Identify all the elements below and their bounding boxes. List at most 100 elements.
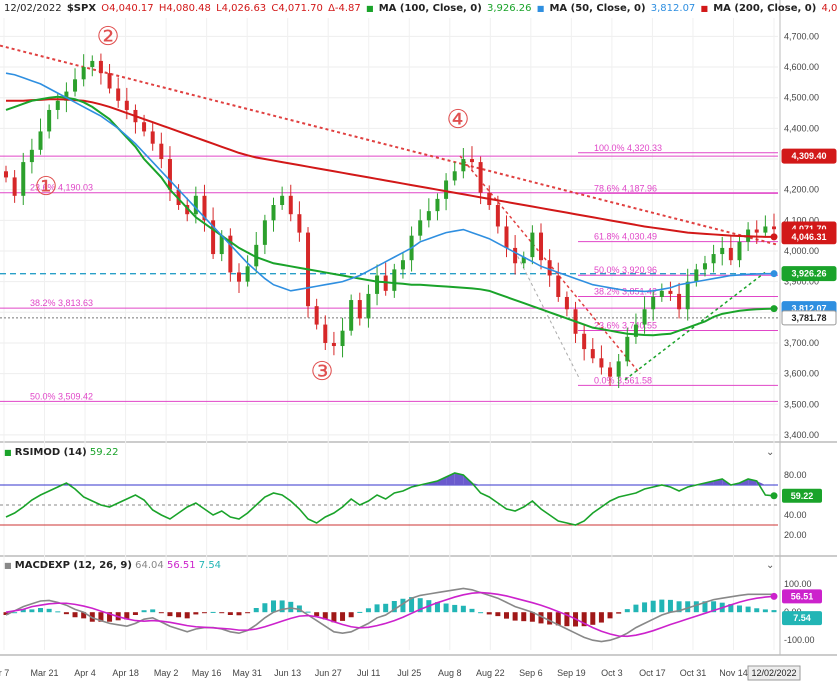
macd-histogram-bar <box>503 612 509 619</box>
header-date: 12/02/2022 <box>4 3 62 14</box>
candle-body <box>469 159 474 163</box>
fib-label: 23.6% 3,740.55 <box>594 321 657 331</box>
candle-body <box>314 306 319 325</box>
macd-label[interactable]: MACDEXP (12, 26, 9) <box>14 560 132 571</box>
x-tick-label: Sep 6 <box>519 668 543 678</box>
macd-histogram-bar <box>383 603 389 613</box>
macd-histogram-bar <box>236 612 242 616</box>
candle-body <box>539 232 544 261</box>
macd-histogram-bar <box>210 611 216 613</box>
header-high: H4,080.48 <box>158 3 211 14</box>
macd-histogram-bar <box>38 608 44 613</box>
candle-body <box>763 226 768 233</box>
macd-histogram-bar <box>288 601 294 613</box>
last-date-box <box>747 665 801 681</box>
x-tick-label: Oct 3 <box>601 668 623 678</box>
macd-endpoint <box>770 592 778 600</box>
candle-body <box>81 67 86 80</box>
macd-tick-label: -100.00 <box>784 635 815 645</box>
macd-histogram-bar <box>253 608 259 613</box>
header-open: O4,040.17 <box>101 3 154 14</box>
fib-label: 50.0% 3,920.96 <box>594 265 657 275</box>
macd-hist-badge <box>782 611 822 626</box>
candle-body <box>677 293 682 310</box>
rsi-endpoint <box>770 492 778 500</box>
right-price-badge <box>781 310 837 326</box>
macd-histogram-bar <box>762 609 768 613</box>
macd-histogram-bar <box>193 612 199 615</box>
candle-body <box>150 131 155 144</box>
rsi-header: ■ RSIMOD (14) 59.22 <box>4 447 119 458</box>
candle-body <box>55 100 60 110</box>
macd-histogram-bar <box>486 612 492 615</box>
fib-label: 61.8% 4,030.49 <box>594 232 657 242</box>
macd-histogram-bar <box>685 601 691 613</box>
macd-histogram-bar <box>167 612 173 617</box>
x-tick-label: Aug 22 <box>476 668 505 678</box>
candle-body <box>599 358 604 368</box>
candle-body <box>297 214 302 233</box>
candle-body <box>625 336 630 362</box>
macd-histogram-bar <box>495 612 501 617</box>
candle-body <box>64 91 69 101</box>
candle-body <box>435 198 440 212</box>
macd-histogram-bar <box>771 610 777 613</box>
rsi-tick-label: 80.00 <box>784 470 807 480</box>
candle-body <box>211 220 216 255</box>
right-price-label: 4,309.40 <box>791 151 826 161</box>
macd-histogram-bar <box>29 609 35 613</box>
candle-body <box>685 281 690 310</box>
candle-body <box>202 195 207 221</box>
candle-body <box>167 159 172 190</box>
x-tick-label: Aug 8 <box>438 668 462 678</box>
price-tick-label: 3,900.00 <box>784 277 819 287</box>
candle-body <box>124 100 129 110</box>
rsi-collapse-icon[interactable]: ⌄ <box>766 447 775 458</box>
ma100-label[interactable]: MA (100, Close, 0) <box>378 3 482 14</box>
price-tick-label: 3,400.00 <box>784 430 819 440</box>
macd-collapse-icon[interactable]: ⌄ <box>766 560 775 571</box>
macd-histogram-bar <box>391 601 397 613</box>
rsi-value-label: 59.22 <box>791 491 814 501</box>
right-price-label: 4,071.70 <box>791 224 826 234</box>
rsi-label[interactable]: RSIMOD (14) <box>14 447 87 458</box>
candle-body <box>633 324 638 337</box>
candle-body <box>702 263 707 270</box>
x-tick-label: Jun 13 <box>274 668 301 678</box>
fib-label-left: 50.0% 3,509.42 <box>30 391 93 401</box>
candle-body <box>582 333 587 350</box>
macd-signal-line <box>5 591 775 638</box>
last-date-label: 12/02/2022 <box>751 668 796 678</box>
candle-body <box>754 229 759 233</box>
candle-body <box>245 266 250 282</box>
macd-histogram-bar <box>374 604 380 613</box>
macd-histogram-bar <box>219 612 225 614</box>
macd-histogram-bar <box>745 606 751 613</box>
fib-label: 0.0% 3,561.58 <box>594 375 652 385</box>
candle-body <box>107 73 112 89</box>
header-low: L4,026.63 <box>216 3 267 14</box>
macd-histogram-bar <box>201 612 207 614</box>
macd-histogram-bar <box>314 612 320 617</box>
macd-histogram-bar <box>702 601 708 613</box>
collapse-icon[interactable]: ⌄ <box>766 4 775 15</box>
header-symbol[interactable]: $SPX <box>66 3 97 14</box>
rsi-overbought-fill <box>437 477 447 485</box>
x-tick-label: Oct 31 <box>680 668 707 678</box>
trendline-uptrend <box>624 271 766 381</box>
trendline-decline <box>459 155 641 375</box>
macd-histogram-bar <box>624 609 630 613</box>
rsi-swatch: ■ <box>4 448 12 457</box>
macd-histogram-bar <box>417 598 423 613</box>
ma200-label[interactable]: MA (200, Close, 0) <box>713 3 817 14</box>
macd-hist-value: 7.54 <box>793 613 811 623</box>
macd-histogram-bar <box>72 612 78 618</box>
macd-histogram-bar <box>478 612 484 614</box>
macd-histogram-bar <box>728 604 734 613</box>
macd-signal-badge <box>782 589 822 604</box>
price-tick-label: 3,600.00 <box>784 369 819 379</box>
macd-histogram-bar <box>754 608 760 613</box>
ma50-label[interactable]: MA (50, Close, 0) <box>549 3 646 14</box>
macd-histogram-bar <box>357 611 363 613</box>
